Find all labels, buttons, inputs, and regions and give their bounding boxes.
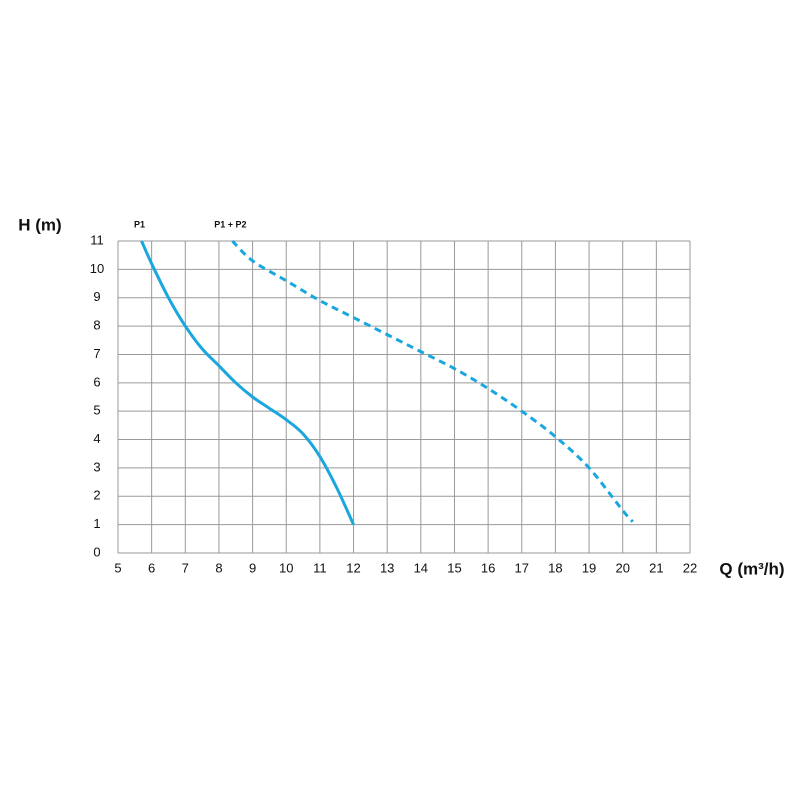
y-tick-label: 11 <box>90 232 104 247</box>
x-tick-label: 7 <box>182 560 189 575</box>
y-tick-label: 10 <box>90 261 104 276</box>
x-tick-label: 19 <box>582 560 596 575</box>
x-tick-label: 17 <box>515 560 529 575</box>
series-label: P1 + P2 <box>214 219 246 229</box>
y-tick-label: 6 <box>93 374 100 389</box>
x-tick-label: 14 <box>414 560 428 575</box>
curve <box>231 239 634 523</box>
x-tick-label: 5 <box>114 560 121 575</box>
x-axis-title: Q (m³/h) <box>719 559 784 578</box>
y-tick-label: 3 <box>93 459 100 474</box>
y-axis-title: H (m) <box>18 215 61 234</box>
x-tick-label: 6 <box>148 560 155 575</box>
x-tick-label: 22 <box>683 560 697 575</box>
y-tick-label: 9 <box>93 289 100 304</box>
y-tick-label: 1 <box>93 516 100 531</box>
y-tick-label: 0 <box>93 544 100 559</box>
x-tick-label: 9 <box>249 560 256 575</box>
x-tick-label: 12 <box>346 560 360 575</box>
x-tick-label: 16 <box>481 560 495 575</box>
curve <box>140 240 355 526</box>
x-tick-label: 18 <box>548 560 562 575</box>
y-tick-label: 4 <box>93 431 100 446</box>
y-tick-label: 5 <box>93 403 100 418</box>
x-tick-label: 10 <box>279 560 293 575</box>
y-tick-label: 2 <box>93 488 100 503</box>
y-tick-label: 7 <box>93 346 100 361</box>
x-tick-label: 8 <box>215 560 222 575</box>
x-tick-label: 20 <box>615 560 629 575</box>
y-tick-label: 8 <box>93 318 100 333</box>
x-tick-label: 15 <box>447 560 461 575</box>
x-tick-label: 13 <box>380 560 394 575</box>
x-tick-label: 21 <box>649 560 663 575</box>
x-tick-label: 11 <box>313 560 327 575</box>
series-label: P1 <box>134 219 145 229</box>
